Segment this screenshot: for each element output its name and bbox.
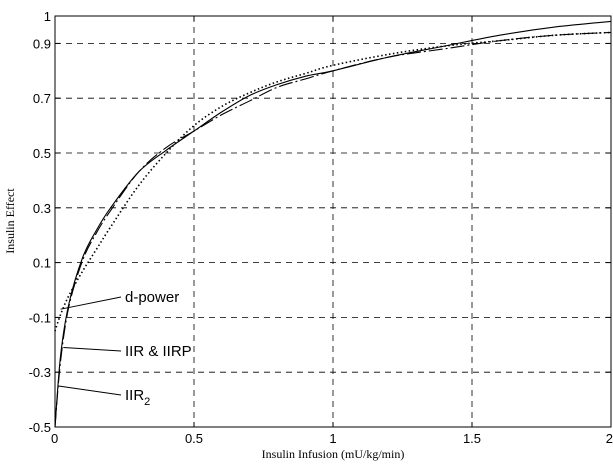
x-axis-label: Insulin Infusion (mU/kg/min) bbox=[262, 447, 405, 461]
series-lines bbox=[54, 20, 612, 428]
y-tick-label: -0.3 bbox=[29, 365, 51, 380]
annotation-leader-iir2 bbox=[57, 385, 122, 396]
y-tick-label: 1 bbox=[44, 9, 51, 24]
annotation-label-d-power: d-power bbox=[125, 289, 179, 306]
annotation-label-iir2: IIR2 bbox=[125, 387, 150, 408]
axis-ticks: 0 0.5 1 1.5 2 -0.5 -0.3 -0.1 0.1 0.3 0.5 0.7 0.9 1 bbox=[29, 9, 613, 446]
annotation-label-iir-iirp: IIR & IIRP bbox=[125, 343, 192, 360]
y-tick-label: 0.3 bbox=[33, 201, 51, 216]
x-tick-label: 0.5 bbox=[185, 431, 203, 446]
series-line-iir2 bbox=[54, 31, 612, 428]
y-axis-label: Insulin Effect bbox=[3, 188, 17, 254]
x-tick-label: 2 bbox=[606, 431, 613, 446]
y-tick-label: 0.1 bbox=[33, 256, 51, 271]
y-tick-label: -0.1 bbox=[29, 310, 51, 325]
y-tick-label: 0.9 bbox=[33, 36, 51, 51]
x-tick-label: 0 bbox=[51, 431, 58, 446]
x-tick-label: 1 bbox=[329, 431, 336, 446]
series-line-iir-iirp bbox=[54, 20, 612, 428]
y-tick-label: 0.5 bbox=[33, 146, 51, 161]
annotations: d-power IIR & IIRP IIR2 bbox=[57, 289, 192, 408]
y-tick-label: -0.5 bbox=[29, 420, 51, 435]
series-line-d-power bbox=[54, 31, 612, 332]
annotation-leader-iir-iirp bbox=[63, 347, 122, 352]
annotation-leader-d-power bbox=[60, 296, 122, 310]
x-tick-label: 1.5 bbox=[463, 431, 481, 446]
y-tick-label: 0.7 bbox=[33, 91, 51, 106]
grid-lines bbox=[55, 16, 611, 427]
plot-frame bbox=[54, 15, 612, 428]
